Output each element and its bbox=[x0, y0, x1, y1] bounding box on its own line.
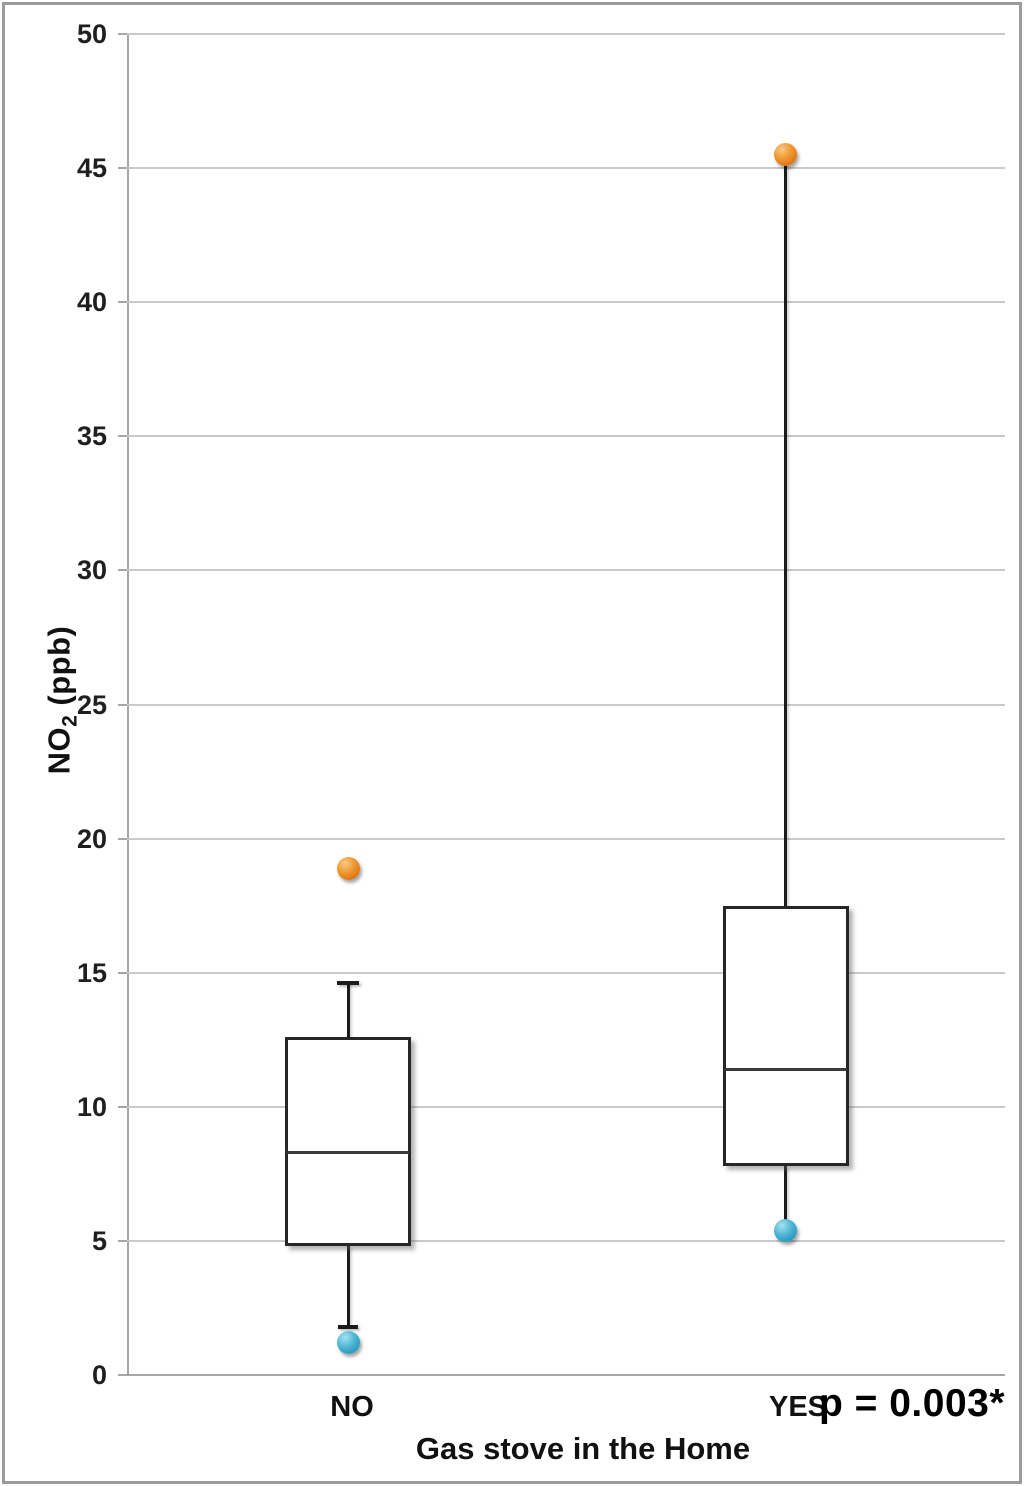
gridline-5 bbox=[127, 1239, 1005, 1242]
median-yes bbox=[724, 1067, 847, 1071]
y-tick-35 bbox=[118, 435, 127, 438]
y-tick-10 bbox=[118, 1105, 127, 1108]
y-tick-50 bbox=[118, 33, 127, 35]
gridline-50 bbox=[127, 33, 1005, 35]
y-tick-20 bbox=[118, 837, 127, 840]
gridline-45 bbox=[127, 167, 1005, 170]
y-tick-label-0: 0 bbox=[91, 1360, 107, 1390]
category-label-yes: YES bbox=[768, 1391, 828, 1423]
gridline-25 bbox=[127, 703, 1005, 706]
x-axis-title: Gas stove in the Home bbox=[415, 1431, 751, 1466]
y-tick-30 bbox=[118, 569, 127, 572]
y-tick-label-40: 40 bbox=[76, 287, 107, 318]
y-tick-label-5: 5 bbox=[91, 1225, 107, 1256]
whisker-high-cap-no bbox=[337, 981, 360, 986]
gridline-15 bbox=[127, 971, 1005, 974]
whisker-high-no bbox=[346, 983, 350, 1038]
plot-area bbox=[127, 33, 1005, 1376]
gridline-10 bbox=[127, 1105, 1005, 1108]
category-label-no: NO bbox=[330, 1391, 374, 1423]
y-tick-15 bbox=[118, 971, 127, 974]
median-no bbox=[287, 1150, 410, 1154]
y-tick-label-25: 25 bbox=[76, 689, 107, 720]
gridline-35 bbox=[127, 435, 1005, 438]
whisker-low-no bbox=[346, 1246, 350, 1327]
y-tick-label-15: 15 bbox=[76, 957, 107, 988]
box-yes bbox=[722, 905, 849, 1166]
whisker-high-yes bbox=[784, 154, 787, 906]
y-tick-label-30: 30 bbox=[76, 555, 107, 586]
gridline-20 bbox=[127, 837, 1005, 840]
y-tick-40 bbox=[118, 301, 127, 304]
max-point-yes-marker bbox=[774, 143, 797, 167]
y-tick-label-10: 10 bbox=[76, 1091, 107, 1122]
x-axis-line bbox=[127, 1374, 1005, 1376]
y-tick-label-45: 45 bbox=[76, 153, 107, 184]
y-tick-25 bbox=[118, 703, 127, 706]
whisker-low-cap-no bbox=[338, 1324, 359, 1329]
y-tick-0 bbox=[118, 1374, 127, 1376]
high-outlier-no-marker bbox=[336, 856, 360, 880]
gridline-30 bbox=[127, 569, 1005, 572]
y-tick-label-50: 50 bbox=[76, 19, 107, 49]
y-tick-5 bbox=[118, 1239, 127, 1242]
min-point-yes-marker bbox=[774, 1218, 797, 1242]
y-tick-label-35: 35 bbox=[76, 421, 107, 452]
whisker-low-yes bbox=[784, 1165, 787, 1228]
y-axis: 0 5 10 15 20 25 30 35 40 45 50 bbox=[5, 20, 127, 1389]
low-outlier-no-marker bbox=[336, 1331, 360, 1355]
p-value-annotation: p = 0.003* bbox=[818, 1382, 1005, 1425]
y-tick-45 bbox=[118, 167, 127, 170]
y-tick-label-20: 20 bbox=[76, 823, 107, 854]
box-no bbox=[285, 1037, 412, 1247]
gridline-40 bbox=[127, 301, 1005, 304]
